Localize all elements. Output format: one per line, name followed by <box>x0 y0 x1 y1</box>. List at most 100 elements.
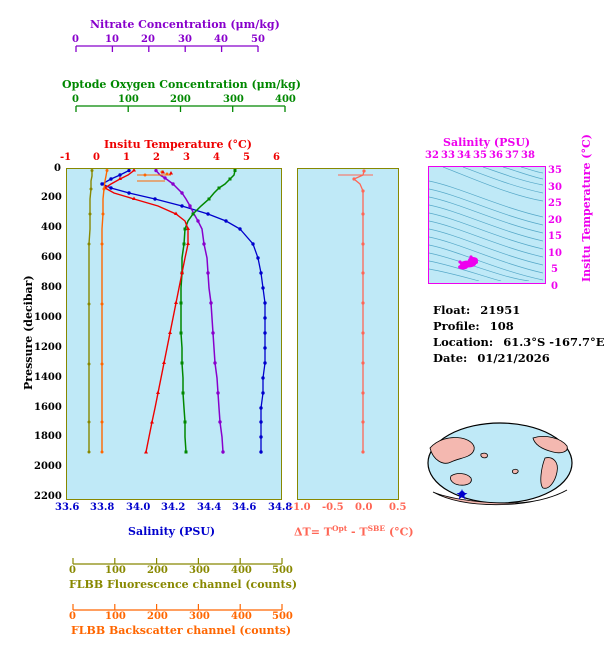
delta-t-sup-sbe: SBE <box>367 524 386 533</box>
delta-t-tick-1: -0.5 <box>322 502 344 513</box>
pressure-tick-8: 1600 <box>34 402 62 413</box>
ts-temp-tick-10: 10 <box>548 248 562 259</box>
fluorescence-tick-3: 300 <box>189 565 210 576</box>
temperature-tick-1: 0 <box>93 152 100 163</box>
oxygen-axis: 0 100 200 300 400 <box>72 94 296 116</box>
pressure-tick-11: 2200 <box>34 491 62 502</box>
fluorescence-tick-4: 400 <box>231 565 252 576</box>
ts-temp-tick-30: 30 <box>548 182 562 193</box>
temperature-tick-5: 4 <box>213 152 220 163</box>
ts-temp-tick-15: 15 <box>548 231 562 242</box>
temperature-tick-7: 6 <box>273 152 280 163</box>
pressure-tick-9: 1800 <box>34 431 62 442</box>
float-info-block: Float: 21951 Profile: 108 Location: 61.3… <box>433 302 605 366</box>
delta-t-label-mid: - T <box>347 525 368 539</box>
world-map-graphic <box>427 422 573 506</box>
fluorescence-tick-2: 200 <box>147 565 168 576</box>
backscatter-tick-5: 500 <box>272 611 293 622</box>
delta-t-axis: -1.0 -0.5 0.0 0.5 <box>289 500 406 520</box>
date-label: Date: <box>433 351 468 365</box>
fluorescence-tick-0: 0 <box>69 565 76 576</box>
ts-temp-tick-20: 20 <box>548 215 562 226</box>
nitrate-tick-1: 10 <box>105 34 119 45</box>
ts-salinity-tick-5: 37 <box>505 150 519 161</box>
ts-salinity-tick-4: 36 <box>489 150 503 161</box>
location-value: 61.3°S -167.7°E <box>503 335 605 349</box>
oxygen-tick-1: 100 <box>118 94 139 105</box>
nitrate-tick-5: 50 <box>251 34 265 45</box>
location-info-row: Location: 61.3°S -167.7°E <box>433 334 605 350</box>
delta-t-axis-label: ΔT= TOpt - TSBE (°C) <box>294 524 414 539</box>
ts-salinity-ticks: 32 33 34 35 36 37 38 <box>425 150 545 166</box>
fluorescence-tick-1: 100 <box>105 565 126 576</box>
delta-t-label-end: (°C) <box>385 525 414 539</box>
oxygen-tick-0: 0 <box>72 94 79 105</box>
ts-salinity-tick-6: 38 <box>521 150 535 161</box>
nitrate-axis-label: Nitrate Concentration (μm/kg) <box>90 18 280 31</box>
oxygen-tick-3: 300 <box>223 94 244 105</box>
oxygen-tick-2: 200 <box>170 94 191 105</box>
float-value: 21951 <box>480 303 521 317</box>
pressure-tick-2: 400 <box>41 222 62 233</box>
pressure-tick-10: 2000 <box>34 461 62 472</box>
ts-temperature-label: Insitu Temperature (°C) <box>580 134 593 282</box>
ts-salinity-tick-3: 35 <box>473 150 487 161</box>
profile-value: 108 <box>489 319 514 333</box>
nitrate-tick-0: 0 <box>72 34 79 45</box>
ts-salinity-tick-2: 34 <box>457 150 471 161</box>
salinity-tick-0: 33.6 <box>55 502 80 513</box>
pressure-tick-0: 0 <box>54 163 61 174</box>
pressure-axis: 0 200 400 600 800 1000 1200 1400 1600 18… <box>30 163 64 503</box>
profile-info-row: Profile: 108 <box>433 318 605 334</box>
delta-t-plot[interactable] <box>297 168 399 500</box>
nitrate-tick-4: 40 <box>214 34 228 45</box>
location-label: Location: <box>433 335 494 349</box>
pressure-tick-1: 200 <box>41 192 62 203</box>
ts-salinity-tick-0: 32 <box>425 150 439 161</box>
pressure-tick-5: 1000 <box>34 312 62 323</box>
ts-salinity-tick-1: 33 <box>441 150 455 161</box>
date-value: 01/21/2026 <box>477 351 550 365</box>
oxygen-axis-label: Optode Oxygen Concentration (μm/kg) <box>62 78 301 91</box>
temperature-tick-3: 2 <box>153 152 160 163</box>
ts-diagram[interactable] <box>428 166 546 284</box>
ts-temp-tick-5: 5 <box>551 264 558 275</box>
salinity-axis: 33.6 33.8 34.0 34.2 34.4 34.6 34.8 <box>55 500 292 520</box>
ts-temperature-ticks: 35 30 25 20 15 10 5 0 <box>548 162 570 292</box>
backscatter-tick-0: 0 <box>69 611 76 622</box>
main-profile-plot[interactable] <box>66 168 282 500</box>
salinity-tick-6: 34.8 <box>268 502 293 513</box>
profile-label: Profile: <box>433 319 480 333</box>
pressure-tick-6: 1200 <box>34 342 62 353</box>
backscatter-tick-1: 100 <box>105 611 126 622</box>
salinity-tick-3: 34.2 <box>161 502 186 513</box>
backscatter-axis-label: FLBB Backscatter channel (counts) <box>71 624 292 637</box>
date-info-row: Date: 01/21/2026 <box>433 350 605 366</box>
salinity-tick-5: 34.6 <box>232 502 257 513</box>
ts-isopycnals <box>429 167 543 281</box>
temperature-tick-0: -1 <box>60 152 72 163</box>
temperature-tick-4: 3 <box>183 152 190 163</box>
pressure-tick-3: 600 <box>41 252 62 263</box>
backscatter-tick-2: 200 <box>147 611 168 622</box>
temperature-axis: -1 0 1 2 3 4 5 6 <box>60 150 280 172</box>
fluorescence-axis-label: FLBB Fluorescence channel (counts) <box>69 578 298 591</box>
delta-t-sup-opt: Opt <box>331 524 348 533</box>
salinity-tick-1: 33.8 <box>90 502 115 513</box>
temperature-tick-6: 5 <box>243 152 250 163</box>
pressure-tick-4: 800 <box>41 282 62 293</box>
temperature-tick-2: 1 <box>123 152 130 163</box>
salinity-tick-2: 34.0 <box>126 502 151 513</box>
delta-t-curve <box>338 169 373 454</box>
oxygen-tick-4: 400 <box>275 94 296 105</box>
delta-t-label-part1: ΔT= T <box>294 525 332 539</box>
ts-salinity-label: Salinity (PSU) <box>443 136 531 149</box>
fluorescence-axis: 0 100 200 300 400 500 <box>69 556 293 578</box>
backscatter-tick-3: 300 <box>189 611 210 622</box>
float-position-marker <box>456 489 468 500</box>
location-map[interactable] <box>425 418 575 508</box>
ts-temp-tick-0: 0 <box>551 281 558 292</box>
float-info-row: Float: 21951 <box>433 302 605 318</box>
delta-t-tick-3: 0.5 <box>389 502 407 513</box>
salinity-tick-4: 34.4 <box>197 502 222 513</box>
